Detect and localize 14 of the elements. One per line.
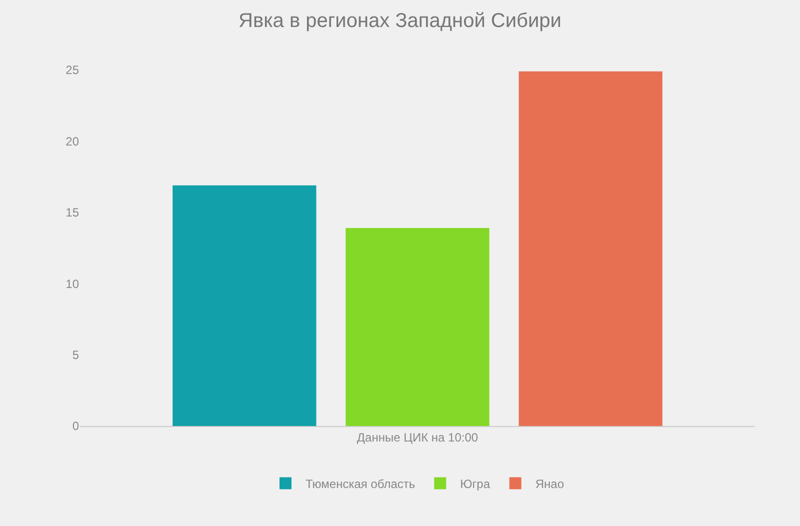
x-tick-label: Данные ЦИК на 10:00 xyxy=(356,430,478,444)
y-tick-label: 5 xyxy=(72,348,80,362)
y-tick-label: 0 xyxy=(72,419,80,434)
y-tick-label: 15 xyxy=(66,206,80,220)
bar xyxy=(172,185,316,426)
bar xyxy=(518,71,662,426)
y-tick-label: 10 xyxy=(66,276,80,291)
y-tick-label: 25 xyxy=(66,63,80,78)
bar xyxy=(346,228,490,426)
chart-title: Явка в регионах Западной Сибири xyxy=(238,10,562,32)
legend-label: Югра xyxy=(460,476,490,491)
legend-label: Янао xyxy=(535,476,564,491)
y-tick-label: 20 xyxy=(66,134,80,148)
legend-label: Тюменская область xyxy=(306,476,416,491)
